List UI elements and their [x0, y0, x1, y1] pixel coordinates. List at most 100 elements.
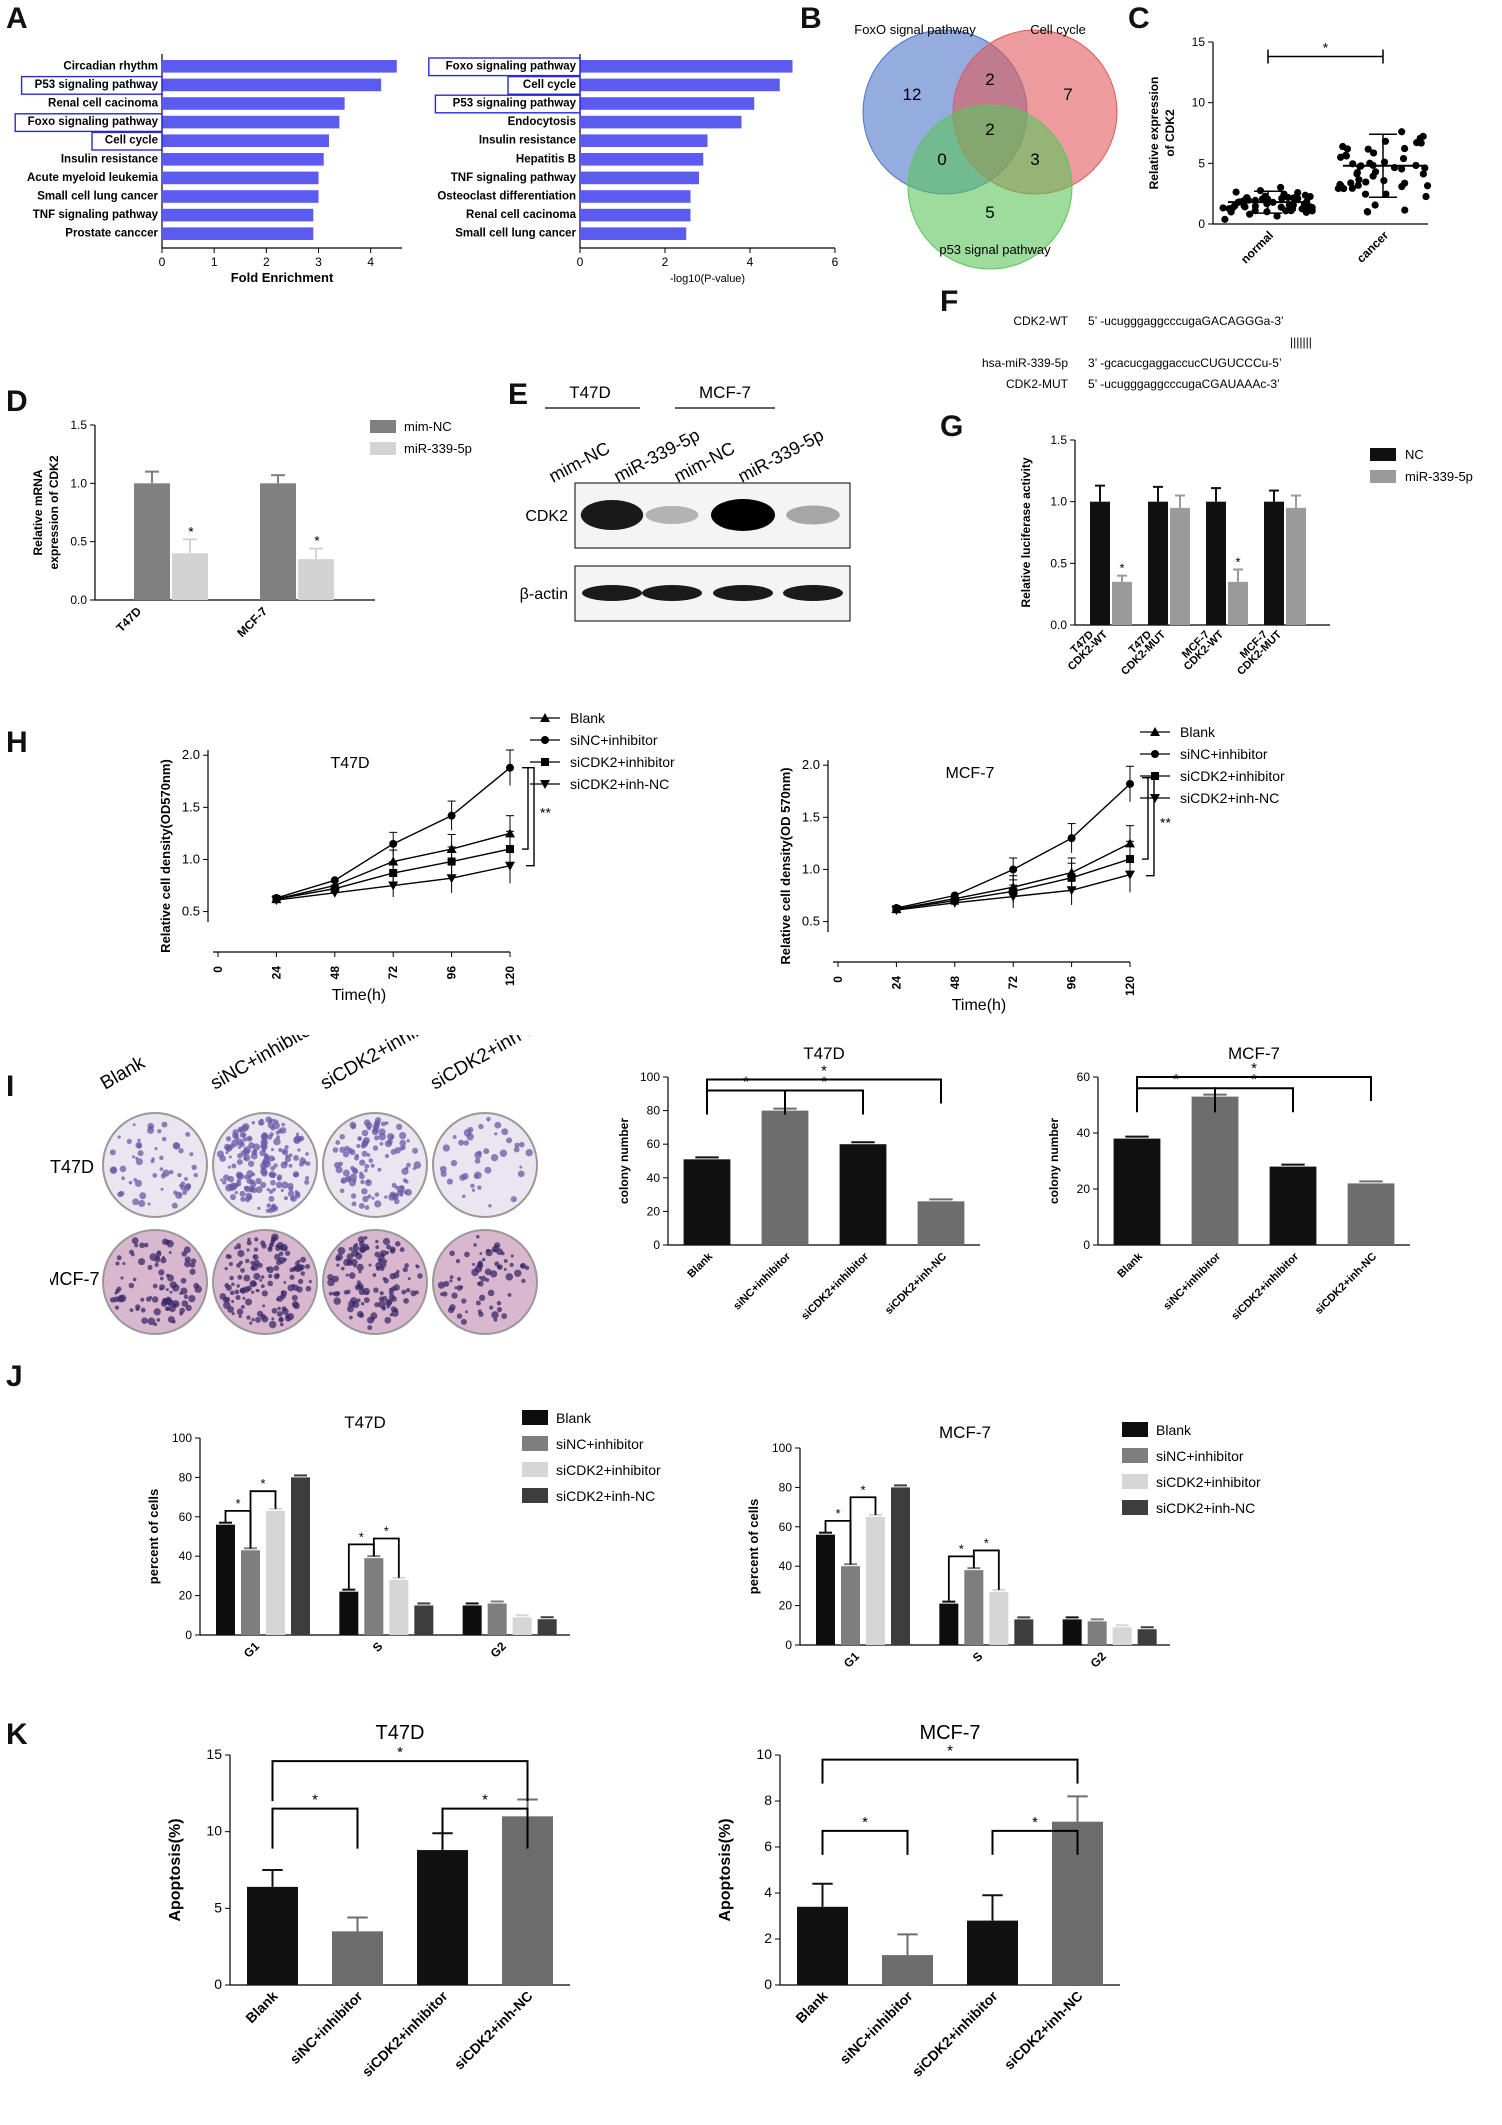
colony	[256, 1289, 260, 1293]
data-point	[1287, 207, 1295, 215]
colony	[407, 1277, 411, 1281]
colony	[496, 1307, 503, 1313]
dish	[102, 1229, 208, 1335]
colony	[297, 1148, 301, 1152]
colony	[279, 1322, 284, 1327]
colony	[278, 1317, 284, 1323]
colony	[356, 1310, 364, 1318]
column-label: siNC+inhibitor	[207, 1035, 321, 1094]
colony	[388, 1193, 396, 1201]
bar	[1148, 501, 1168, 625]
colony	[237, 1126, 244, 1133]
colony	[229, 1143, 235, 1149]
category-label: P53 signaling pathway	[35, 79, 159, 91]
colony	[360, 1179, 365, 1185]
bar	[162, 115, 340, 129]
colony	[446, 1178, 453, 1185]
colony	[283, 1257, 287, 1262]
colony	[449, 1275, 454, 1280]
sig-star: *	[359, 1529, 364, 1544]
y-tick-label: 40	[779, 1559, 793, 1573]
colony	[464, 1251, 470, 1258]
legend-label: siCDK2+inhibitor	[1180, 768, 1285, 784]
y-tick-label: 100	[172, 1431, 192, 1445]
colony	[278, 1244, 284, 1251]
y-axis-label: Relative expression	[1147, 77, 1161, 190]
legend-label: siCDK2+inh-NC	[1156, 1500, 1255, 1516]
colony	[384, 1316, 392, 1324]
colony	[244, 1196, 251, 1203]
colony	[461, 1298, 467, 1304]
colony	[289, 1274, 295, 1280]
colony	[368, 1263, 372, 1267]
colony	[236, 1159, 243, 1165]
sig-star: **	[1160, 815, 1171, 831]
colony	[288, 1153, 293, 1158]
colony	[273, 1265, 280, 1271]
bar	[172, 553, 208, 600]
data-point	[1354, 181, 1362, 189]
x-tick-label: siNC+inhibitor	[836, 1987, 916, 2067]
colony	[237, 1249, 245, 1258]
marker	[1067, 834, 1076, 843]
marker	[540, 713, 550, 722]
colony	[288, 1186, 294, 1192]
x-tick-label: normal	[1238, 228, 1276, 266]
colony	[348, 1272, 356, 1279]
panel-label-f: F	[940, 285, 959, 318]
colony	[366, 1153, 371, 1157]
sig-bracket	[991, 1829, 1079, 1855]
colony	[149, 1253, 158, 1261]
highlight-box	[507, 75, 581, 95]
colony	[455, 1259, 461, 1264]
chart-cdk2-expression: 0 5 10 15 Relative expression of CDK2 normal ca…	[1128, 14, 1448, 289]
colony	[359, 1286, 364, 1290]
y-tick-label: 5	[214, 1899, 222, 1915]
x-tick-label: Blank	[1115, 1250, 1145, 1280]
colony	[399, 1193, 404, 1197]
y-axis-label: Relative mRNA	[31, 469, 45, 555]
panel-label-e: E	[508, 378, 529, 411]
colony	[363, 1297, 370, 1304]
marker	[330, 876, 339, 885]
panel-label-d: D	[6, 385, 28, 418]
marker	[1066, 886, 1077, 896]
colony	[451, 1292, 458, 1299]
sig-star: *	[384, 1523, 389, 1538]
colony	[135, 1156, 139, 1160]
highlight-box	[434, 94, 581, 114]
sequence-label: CDK2-MUT	[1006, 377, 1069, 391]
colony	[386, 1304, 391, 1309]
colony	[181, 1300, 189, 1307]
region-count: 5	[985, 203, 994, 222]
legend-label: siCDK2+inhibitor	[556, 1462, 661, 1478]
colony	[442, 1144, 450, 1152]
legend-swatch	[522, 1462, 548, 1477]
x-tick-label: MCF-7	[234, 604, 270, 640]
colony	[295, 1132, 299, 1136]
colony	[260, 1275, 265, 1279]
panel-label-i: I	[6, 1070, 15, 1103]
sig-star: *	[862, 1814, 868, 1831]
bar	[580, 208, 691, 222]
colony	[361, 1243, 369, 1251]
colony	[343, 1290, 349, 1295]
colony	[185, 1131, 191, 1137]
marker	[1150, 794, 1160, 803]
colony	[519, 1141, 525, 1148]
colony	[367, 1325, 373, 1331]
colony	[476, 1234, 480, 1239]
colony	[463, 1129, 472, 1137]
colony	[239, 1287, 247, 1294]
x-axis-label: Fold Enrichment	[231, 270, 334, 285]
y-tick-label: 1.5	[1050, 433, 1067, 447]
colony	[443, 1280, 450, 1287]
colony	[278, 1148, 283, 1153]
category-label: Insulin resistance	[479, 135, 576, 147]
colony	[224, 1266, 228, 1271]
colony	[393, 1272, 400, 1279]
highlight-box	[91, 131, 163, 151]
colony	[332, 1147, 339, 1153]
colony	[259, 1149, 266, 1157]
data-point	[1342, 152, 1350, 160]
